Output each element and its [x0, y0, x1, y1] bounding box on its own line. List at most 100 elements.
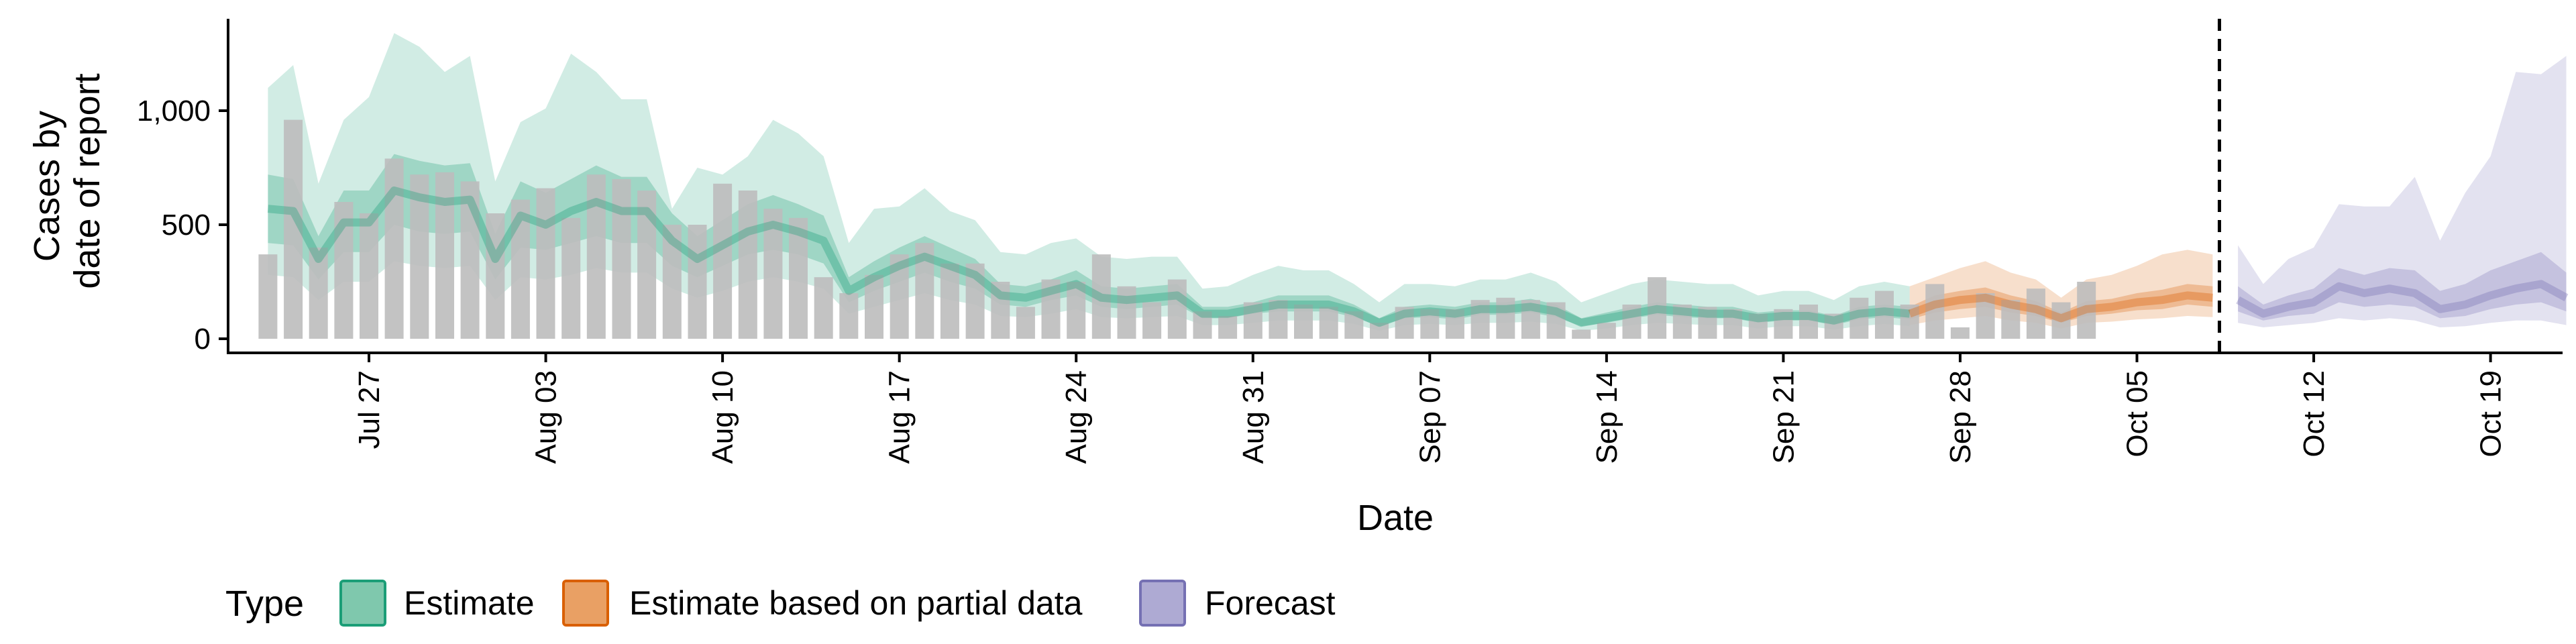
reported-bar-3: [334, 202, 354, 339]
x-tick-label-4: Aug 24: [1060, 370, 1093, 464]
reported-bar-70: [2026, 288, 2045, 339]
reported-bar-39: [1243, 302, 1263, 339]
reported-bar-66: [1925, 284, 1945, 339]
legend-key-partial: [562, 580, 609, 627]
y-axis-title-line-1: Cases by: [27, 111, 67, 262]
reported-bar-60: [1774, 309, 1793, 339]
reported-bar-19: [738, 191, 757, 339]
reported-bar-50: [1521, 300, 1540, 339]
legend-key-forecast: [1139, 580, 1186, 627]
reported-bar-49: [1496, 297, 1515, 339]
reported-bar-14: [612, 179, 631, 339]
x-tick-label-11: Oct 12: [2298, 370, 2330, 458]
reported-bar-31: [1041, 279, 1061, 339]
x-tick-label-0: Jul 27: [353, 370, 386, 449]
reported-bar-23: [839, 293, 859, 339]
legend: Type Estimate Estimate based on partial …: [225, 580, 1336, 627]
reported-bar-55: [1648, 277, 1667, 339]
reported-bar-56: [1672, 305, 1692, 339]
y-tick-label-0: 0: [195, 323, 211, 356]
axes: [227, 19, 2563, 354]
reported-bar-37: [1193, 311, 1212, 339]
legend-label-estimate: Estimate: [404, 584, 535, 622]
reported-bar-72: [2077, 282, 2096, 339]
reported-bar-57: [1698, 307, 1717, 339]
reported-bar-34: [1117, 286, 1136, 339]
x-tick-label-8: Sep 21: [1767, 370, 1800, 464]
y-axis-title: Cases by date of report: [27, 73, 107, 288]
lines-layer: [267, 186, 2569, 327]
x-tick-label-12: Oct 19: [2475, 370, 2508, 458]
reported-bar-54: [1622, 305, 1642, 339]
x-axis-title: Date: [1357, 498, 1434, 538]
x-tick-label-2: Aug 10: [706, 370, 739, 464]
reported-bar-2: [309, 248, 328, 339]
reported-bar-0: [258, 254, 278, 339]
reported-bar-27: [940, 263, 959, 339]
reported-bar-71: [2051, 302, 2071, 339]
x-tick-label-1: Aug 03: [530, 370, 563, 464]
x-tick-label-10: Oct 05: [2121, 370, 2154, 458]
reported-bar-9: [486, 213, 505, 339]
reported-bar-46: [1420, 309, 1440, 339]
y-axis-title-line-2: date of report: [67, 73, 107, 288]
reported-bar-67: [1950, 327, 1970, 339]
reported-bar-38: [1218, 316, 1238, 339]
reported-bar-24: [865, 274, 883, 339]
x-ticks: Jul 27 Aug 03 Aug 10 Aug 17 Aug 24 Aug 31 Sep …: [353, 353, 2508, 464]
legend-key-estimate: [339, 580, 386, 627]
reported-bar-29: [991, 282, 1010, 339]
reported-bar-1: [284, 119, 303, 339]
reported-bar-64: [1875, 290, 1894, 339]
reported-bar-53: [1597, 323, 1616, 339]
reported-bar-47: [1445, 309, 1464, 339]
reported-bar-61: [1799, 305, 1818, 339]
reported-bar-12: [561, 217, 581, 339]
x-tick-label-9: Sep 28: [1944, 370, 1977, 464]
x-tick-label-5: Aug 31: [1237, 370, 1270, 464]
reported-bar-51: [1546, 302, 1566, 339]
reported-bar-10: [511, 199, 530, 339]
reported-bar-69: [2001, 300, 2021, 339]
ribbon-50-series-2: [2238, 252, 2567, 321]
reported-bar-59: [1748, 313, 1768, 339]
reported-bar-41: [1294, 305, 1313, 339]
reported-bar-30: [1016, 307, 1035, 339]
ribbon-90-series-2: [2238, 56, 2567, 328]
reported-bar-5: [384, 158, 404, 339]
reported-bar-18: [713, 183, 733, 339]
reported-bar-22: [814, 277, 833, 339]
reported-bar-65: [1900, 305, 1919, 339]
reported-bar-48: [1470, 300, 1490, 339]
legend-label-forecast: Forecast: [1205, 584, 1336, 622]
median-line-series-0: [267, 186, 1911, 327]
reported-bar-62: [1824, 313, 1843, 339]
x-tick-label-6: Sep 07: [1413, 370, 1446, 464]
reported-bar-11: [536, 188, 555, 339]
reported-bar-35: [1142, 302, 1162, 339]
reported-bar-6: [410, 174, 429, 339]
reported-bar-26: [915, 243, 934, 339]
reported-bar-16: [662, 225, 682, 339]
x-tick-label-7: Sep 14: [1591, 370, 1623, 464]
x-tick-label-3: Aug 17: [883, 370, 916, 464]
reported-bar-40: [1269, 300, 1288, 339]
reported-bar-21: [789, 217, 808, 339]
reported-bar-7: [435, 172, 454, 339]
y-ticks: 0 500 1,000: [137, 95, 228, 356]
legend-label-partial: Estimate based on partial data: [629, 584, 1083, 622]
ribbon-50-series-0: [268, 154, 1910, 327]
reported-bar-68: [1976, 293, 1995, 339]
reported-bar-43: [1344, 311, 1364, 339]
reported-bar-25: [890, 254, 909, 339]
reported-bar-8: [460, 181, 480, 339]
median-line-series-1: [1908, 291, 2213, 323]
reported-bar-58: [1723, 309, 1743, 339]
reported-bar-20: [763, 209, 783, 339]
reported-bar-63: [1849, 297, 1869, 339]
reported-bar-52: [1572, 329, 1591, 339]
reported-bar-33: [1091, 254, 1111, 339]
y-tick-label-2: 1,000: [137, 95, 211, 127]
reported-bar-17: [688, 225, 707, 339]
